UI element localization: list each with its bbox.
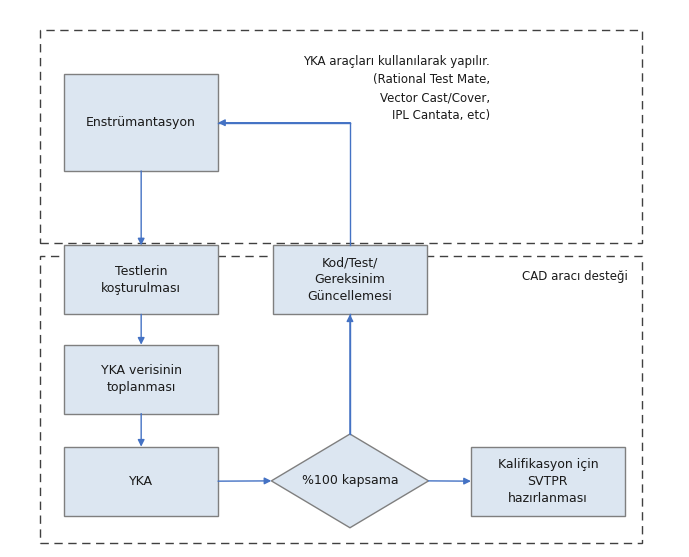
Text: Kalifikasyon için
SVTPR
hazırlanması: Kalifikasyon için SVTPR hazırlanması	[497, 458, 598, 505]
Polygon shape	[271, 434, 429, 527]
Bar	[471, 447, 625, 516]
Bar	[64, 345, 218, 414]
Bar	[273, 246, 426, 314]
Text: YKA: YKA	[129, 475, 153, 488]
Text: YKA verisinin
toplanması: YKA verisinin toplanması	[101, 364, 182, 394]
Bar	[64, 75, 218, 171]
Text: Kod/Test/
Gereksinim
Güncellemesi: Kod/Test/ Gereksinim Güncellemesi	[307, 256, 392, 304]
Text: Testlerin
koşturulması: Testlerin koşturulması	[101, 265, 181, 295]
Bar	[64, 246, 218, 314]
Bar	[41, 256, 641, 543]
Bar	[64, 447, 218, 516]
Text: CAD aracı desteği: CAD aracı desteği	[522, 270, 628, 283]
Bar	[41, 30, 641, 243]
Text: Enstrümantasyon: Enstrümantasyon	[86, 116, 196, 129]
Text: YKA araçları kullanılarak yapılır.
(Rational Test Mate,
Vector Cast/Cover,
IPL C: YKA araçları kullanılarak yapılır. (Rati…	[303, 55, 491, 122]
Text: %100 kapsama: %100 kapsama	[302, 475, 398, 487]
